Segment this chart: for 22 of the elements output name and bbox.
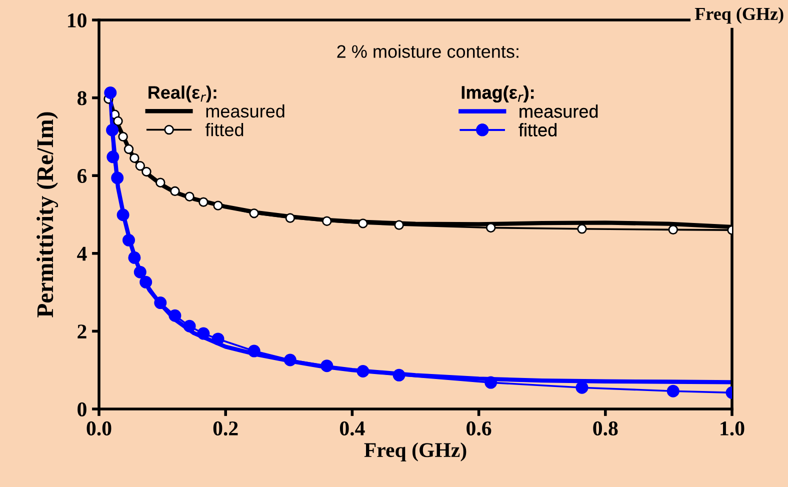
- x-axis-title: Freq (GHz): [364, 442, 466, 462]
- y-tick-label: 0: [78, 402, 86, 416]
- y-tick-label: 8: [77, 91, 87, 106]
- legend-label: measured: [206, 104, 284, 118]
- annotation: 2 % moisture contents:: [337, 44, 518, 58]
- legend-label: fitted: [205, 122, 244, 136]
- annotation: Freq (GHz): [694, 7, 784, 24]
- x-tick-label: 0.8: [593, 421, 618, 436]
- y-tick-label: 10: [68, 13, 86, 28]
- annotation: Imag(ε$_{r}$):: [462, 86, 534, 102]
- x-tick-label: 1.0: [720, 421, 744, 436]
- y-tick-label: 6: [77, 169, 87, 184]
- x-tick-label: 0.4: [340, 421, 365, 436]
- x-tick-label: 0.2: [213, 421, 238, 436]
- legend-label: fitted: [518, 123, 556, 136]
- legend-label: measured: [520, 104, 598, 118]
- x-tick-label: 0.0: [86, 421, 112, 436]
- annotation: Real(ε$_{r}$):: [148, 86, 216, 102]
- y-tick-label: 4: [77, 246, 87, 261]
- x-tick-label: 0.6: [466, 421, 492, 436]
- y-axis-title: Permittivity (Re/Im): [36, 112, 58, 318]
- y-tick-label: 2: [78, 324, 86, 338]
